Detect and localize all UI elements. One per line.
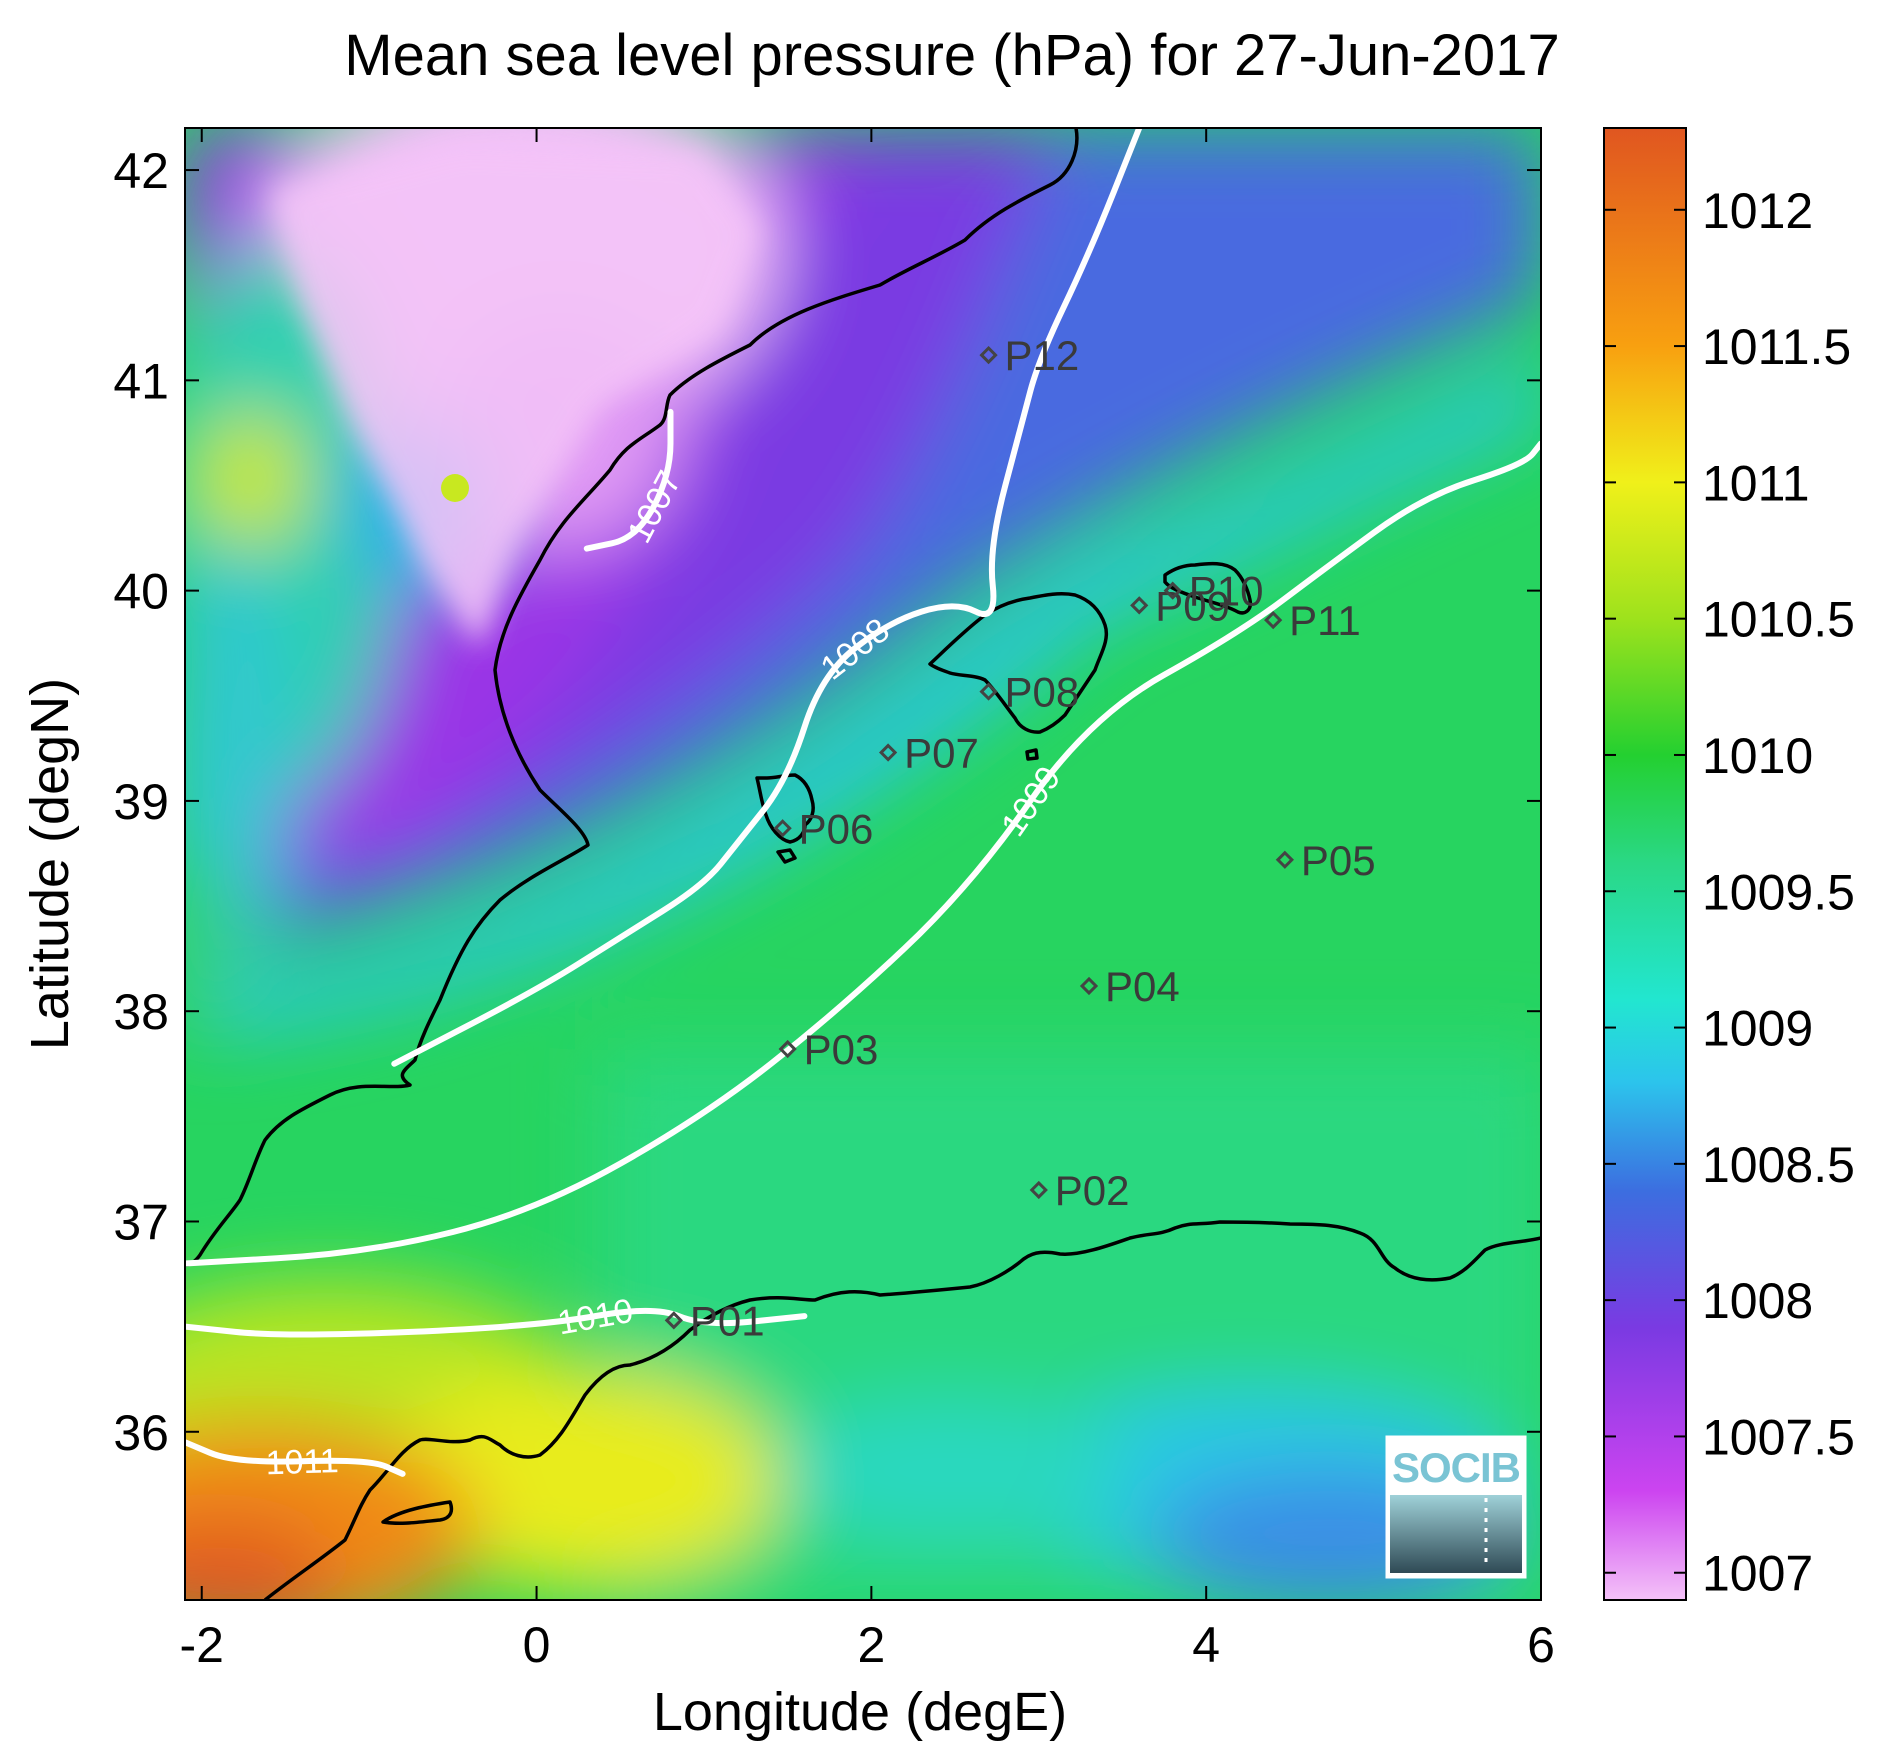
isobar-1010 (185, 1307, 808, 1338)
mallorca-coastline (928, 592, 1108, 734)
colorbar: 1007 1007.5 1008 1008.5 1009 1009.5 1010 1010.5… (1603, 127, 1855, 1602)
y-tick-label: 40 (113, 564, 169, 620)
isobar-1007 (583, 408, 674, 552)
station-marker (778, 1039, 797, 1059)
station-marker (773, 819, 792, 838)
x-tick-label: -2 (180, 1617, 224, 1673)
station-marker (1163, 581, 1182, 600)
chart-title: Mean sea level pressure (hPa) for 27-Jun… (344, 23, 1560, 88)
station-label: P10 (1189, 568, 1264, 615)
station-marker (1029, 1180, 1048, 1200)
pressure-field (185, 128, 1541, 1600)
isobar-1011 (185, 1439, 406, 1477)
cabrera-island (1025, 748, 1039, 761)
colorbar-tick-label: 1010 (1702, 728, 1813, 784)
station-marker (979, 682, 998, 701)
colorbar-tick-label: 1011 (1702, 455, 1810, 511)
y-tick-label: 39 (113, 774, 169, 830)
station-label: P08 (1005, 669, 1080, 716)
x-tick-label: 0 (523, 1617, 551, 1673)
isobar-1009 (185, 440, 1541, 1267)
colorbar-tick-label: 1010.5 (1702, 592, 1855, 648)
colorbar-tick-label: 1011.5 (1702, 319, 1851, 375)
station-marker (1264, 610, 1283, 630)
colorbar-ticks: 1007 1007.5 1008 1008.5 1009 1009.5 1010 1010.5… (1604, 183, 1855, 1602)
colorbar-tick-label: 1009.5 (1702, 864, 1855, 920)
y-tick-label: 42 (113, 143, 169, 199)
y-tick-label: 41 (113, 353, 169, 409)
station-marker (664, 1311, 683, 1330)
y-tick-label: 37 (113, 1194, 169, 1250)
station-label: P06 (799, 805, 874, 852)
colorbar-tick-label: 1012 (1702, 183, 1813, 239)
logo-text: SOCIB (1392, 1444, 1520, 1491)
y-axis-label: Latitude (degN) (20, 678, 80, 1050)
x-axis: -2 0 2 4 6 (180, 128, 1555, 1673)
x-tick-label: 2 (857, 1617, 885, 1673)
colorbar-gradient (1603, 127, 1687, 1601)
station-label: P11 (1289, 597, 1361, 644)
socib-logo: SOCIB (1385, 1435, 1527, 1579)
alboran-island (381, 1500, 454, 1525)
coastline (185, 128, 1541, 1600)
station-marker (1079, 976, 1099, 996)
station-label: P04 (1105, 963, 1180, 1010)
x-tick-label: 4 (1192, 1617, 1220, 1673)
colorbar-tick-label: 1007 (1702, 1546, 1813, 1602)
colorbar-tick-label: 1008.5 (1702, 1137, 1855, 1193)
x-axis-label: Longitude (degE) (653, 1682, 1067, 1742)
colorbar-tick-label: 1009 (1702, 1001, 1813, 1057)
y-axis: 36 37 38 39 40 41 42 (113, 143, 1541, 1461)
isobar-label: 1011 (265, 1442, 339, 1482)
station-marker (1130, 596, 1149, 615)
station-marker (979, 345, 998, 365)
colorbar-tick-label: 1008 (1702, 1273, 1813, 1329)
isobar-1008 (391, 128, 1143, 1067)
y-tick-label: 38 (113, 984, 169, 1040)
colorbar-tick-label: 1007.5 (1702, 1409, 1855, 1465)
station-marker (878, 743, 898, 762)
station-label: P01 (690, 1297, 765, 1344)
iberian-coastline (185, 128, 1079, 1267)
station-label: P03 (804, 1026, 879, 1073)
menorca-coastline (1163, 561, 1253, 615)
station-label: P07 (904, 730, 979, 777)
y-tick-label: 36 (113, 1405, 169, 1461)
station-label: P05 (1301, 837, 1376, 884)
station-label: P02 (1055, 1167, 1130, 1214)
north-africa-coastline (263, 1220, 1541, 1600)
station-marker (1275, 850, 1294, 869)
plot-frame (184, 127, 1542, 1601)
station-label: P12 (1005, 332, 1080, 379)
ibiza-coastline (755, 773, 815, 844)
formentera-island (776, 848, 797, 864)
x-tick-label: 6 (1527, 1617, 1555, 1673)
